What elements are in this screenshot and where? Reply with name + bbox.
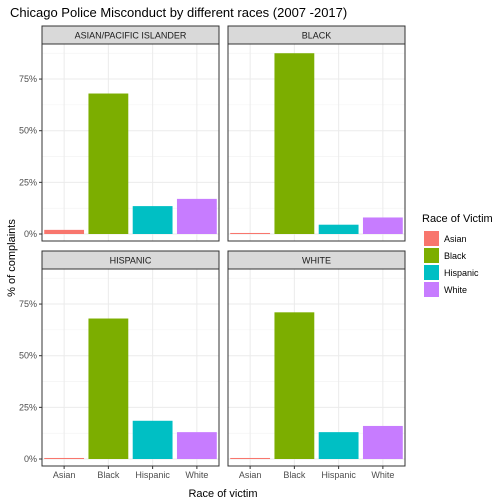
x-tick-labels: Asian Black Hispanic White Asian Black Hispani… xyxy=(53,466,394,480)
bar-hispanic xyxy=(318,432,359,459)
y-tick-label: 0% xyxy=(24,229,37,239)
bar-hispanic xyxy=(132,206,173,234)
legend-label-white: White xyxy=(444,285,467,295)
facet-strip-label: BLACK xyxy=(302,31,332,41)
facet-strip-label: WHITE xyxy=(302,256,331,266)
y-tick-label: 50% xyxy=(19,351,37,361)
y-tick-label: 0% xyxy=(24,454,37,464)
x-tick-label-hispanic: Hispanic xyxy=(135,470,170,480)
facet-white: WHITE xyxy=(227,250,406,467)
legend-key-asian xyxy=(424,231,439,246)
panel-background xyxy=(228,44,405,241)
panel-border xyxy=(227,268,406,467)
bar-white xyxy=(362,217,403,234)
legend: Race of Victim Asian Black Hispanic White xyxy=(422,213,493,297)
y-tick-label: 25% xyxy=(19,177,37,187)
facet-strip-label: HISPANIC xyxy=(110,256,152,266)
x-axis-title: Race of victim xyxy=(188,488,257,500)
y-axis-title: % of complaints xyxy=(6,219,18,297)
facet-asian-pacific-islander: ASIAN/PACIFIC ISLANDER 0% 25% 50% 75% xyxy=(19,25,220,242)
facet-panels: ASIAN/PACIFIC ISLANDER 0% 25% 50% 75% BLACK HI… xyxy=(19,25,406,467)
bar-hispanic xyxy=(318,224,359,234)
legend-key-white xyxy=(424,282,439,297)
facet-strip-label: ASIAN/PACIFIC ISLANDER xyxy=(75,31,187,41)
legend-label-asian: Asian xyxy=(444,234,467,244)
bar-black xyxy=(274,53,315,234)
legend-label-hispanic: Hispanic xyxy=(444,268,479,278)
bar-black xyxy=(88,318,129,459)
chart-title: Chicago Police Misconduct by different r… xyxy=(10,5,347,20)
panel-border xyxy=(227,43,406,242)
bar-asian xyxy=(230,232,271,234)
facet-hispanic: HISPANIC 0% 25% 50% 75% xyxy=(19,250,220,467)
x-tick-label-white: White xyxy=(185,470,208,480)
bar-black xyxy=(88,93,129,235)
bar-white xyxy=(176,198,217,234)
y-tick-label: 50% xyxy=(19,126,37,136)
legend-key-black xyxy=(424,248,439,263)
bar-hispanic xyxy=(132,420,173,459)
y-tick-label: 75% xyxy=(19,299,37,309)
bar-asian xyxy=(44,229,85,234)
legend-title: Race of Victim xyxy=(422,213,493,225)
bar-white xyxy=(362,425,403,459)
facet-black: BLACK xyxy=(227,25,406,242)
x-tick-label-asian: Asian xyxy=(239,470,262,480)
bar-white xyxy=(176,432,217,459)
bar-asian xyxy=(44,457,85,459)
y-tick-label: 25% xyxy=(19,402,37,412)
y-tick-label: 75% xyxy=(19,74,37,84)
bar-asian xyxy=(230,457,271,459)
x-tick-label-black: Black xyxy=(283,470,306,480)
legend-key-hispanic xyxy=(424,265,439,280)
bar-black xyxy=(274,312,315,459)
x-tick-label-white: White xyxy=(371,470,394,480)
legend-label-black: Black xyxy=(444,251,467,261)
panel-border xyxy=(41,268,220,467)
x-tick-label-black: Black xyxy=(97,470,120,480)
panel-border xyxy=(41,43,220,242)
x-tick-label-asian: Asian xyxy=(53,470,76,480)
x-tick-label-hispanic: Hispanic xyxy=(321,470,356,480)
